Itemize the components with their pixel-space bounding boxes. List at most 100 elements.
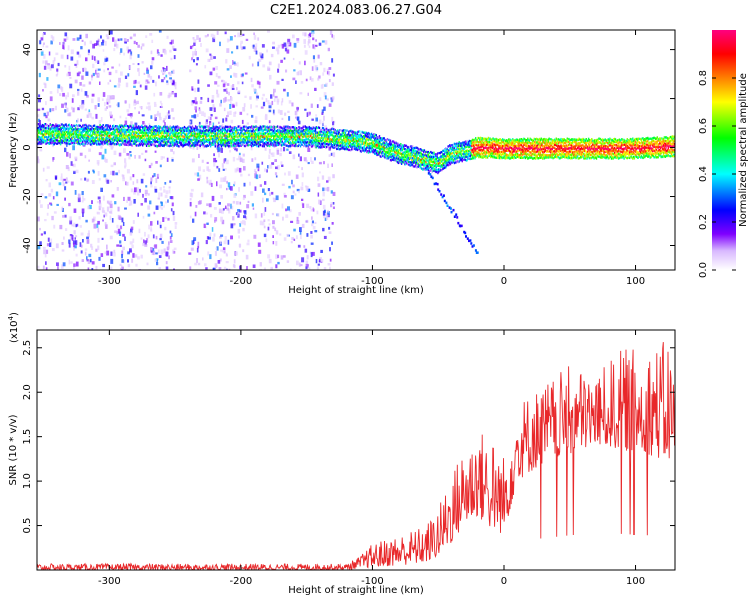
- ridge-cell: [316, 132, 318, 135]
- ridge-cell: [225, 135, 227, 138]
- ridge-cell: [368, 145, 370, 148]
- noise-cell: [296, 38, 300, 43]
- ridge-cell: [397, 154, 400, 157]
- noise-cell: [133, 85, 136, 88]
- ridge-cell: [183, 135, 185, 138]
- ridge-cell: [281, 130, 284, 133]
- noise-cell: [307, 41, 310, 46]
- ridge-cell: [274, 144, 276, 147]
- ridge-cell: [54, 130, 56, 133]
- noise-cell: [117, 102, 120, 108]
- noise-cell: [110, 258, 114, 264]
- ridge-cell: [37, 127, 39, 130]
- ridge-cell: [381, 148, 384, 151]
- ridge-cell: [59, 143, 62, 146]
- ridge-cell: [64, 123, 66, 126]
- noise-cell: [191, 158, 195, 163]
- ridge-cell: [359, 150, 362, 153]
- noise-cell: [62, 182, 65, 187]
- noise-cell: [263, 225, 266, 229]
- noise-cell: [330, 152, 333, 156]
- noise-cell: [252, 207, 255, 210]
- ridge-cell: [325, 133, 327, 136]
- ridge-cell: [284, 138, 287, 141]
- noise-cell: [259, 220, 263, 226]
- ridge-cell: [391, 158, 393, 161]
- ridge-cell: [205, 129, 207, 132]
- ridge-cell: [220, 131, 222, 134]
- ridge-cell: [49, 129, 51, 132]
- noise-cell: [313, 59, 316, 63]
- ridge-cell: [319, 133, 321, 136]
- noise-cell: [231, 87, 235, 90]
- ridge-cell: [100, 137, 102, 140]
- ridge-cell: [218, 143, 220, 146]
- noise-cell: [198, 121, 201, 125]
- noise-cell: [168, 92, 172, 97]
- ridge-cell: [211, 137, 213, 141]
- ridge-cell: [104, 137, 107, 140]
- noise-cell: [246, 242, 250, 246]
- ridge-cell: [255, 128, 257, 131]
- noise-cell: [281, 203, 284, 209]
- ridge-cell: [273, 140, 275, 143]
- ridge-cell: [104, 138, 107, 142]
- noise-cell: [141, 152, 144, 155]
- noise-cell: [318, 75, 321, 79]
- noise-cell: [293, 42, 297, 48]
- noise-cell: [86, 256, 88, 260]
- ridge-cell: [156, 133, 158, 136]
- ridge-cell: [288, 130, 291, 133]
- ridge-cell: [92, 136, 94, 139]
- ridge-cell: [218, 140, 220, 143]
- ridge-cell: [67, 139, 69, 142]
- noise-cell: [47, 237, 50, 242]
- ridge-cell: [52, 137, 54, 141]
- noise-cell: [111, 95, 114, 99]
- ridge-cell: [126, 140, 128, 143]
- noise-cell: [215, 66, 218, 70]
- noise-cell: [189, 215, 192, 219]
- ridge-cell: [281, 140, 284, 143]
- ridge-cell: [115, 136, 118, 139]
- ridge-cell: [108, 128, 111, 131]
- noise-cell: [159, 164, 162, 168]
- noise-cell: [169, 49, 172, 53]
- noise-cell: [153, 211, 156, 215]
- noise-cell: [214, 217, 218, 222]
- noise-cell: [52, 196, 55, 200]
- noise-cell: [154, 117, 157, 121]
- noise-cell: [138, 111, 140, 114]
- noise-cell: [160, 192, 163, 197]
- noise-cell: [65, 94, 68, 100]
- ridge-cell: [153, 139, 155, 142]
- noise-cell: [258, 81, 261, 85]
- ridge-cell: [237, 142, 239, 145]
- ridge-cell: [318, 140, 321, 143]
- ridge-cell: [160, 130, 163, 133]
- ridge-cell: [122, 135, 124, 138]
- ridge-cell: [149, 129, 152, 132]
- ridge-cell: [200, 143, 202, 146]
- ridge-cell: [38, 136, 40, 139]
- ridge-cell: [82, 129, 84, 132]
- noise-cell: [243, 103, 246, 107]
- ridge-cell: [258, 137, 260, 140]
- noise-cell: [314, 157, 316, 161]
- ridge-cell: [270, 135, 272, 138]
- ridge-cell: [47, 132, 49, 135]
- ridge-cell: [230, 141, 232, 144]
- noise-cell: [99, 205, 102, 208]
- ridge-cell: [167, 138, 169, 141]
- ridge-cell: [114, 125, 116, 128]
- noise-cell: [95, 265, 98, 270]
- ridge-cell: [89, 129, 91, 132]
- ridge-cell: [373, 151, 375, 154]
- ridge-cell: [175, 138, 178, 141]
- ridge-cell: [169, 128, 171, 131]
- noise-cell: [159, 92, 163, 96]
- ridge-cell: [138, 137, 141, 140]
- ridge-cell: [133, 135, 135, 138]
- ridge-cell: [345, 146, 347, 149]
- noise-cell: [120, 48, 123, 53]
